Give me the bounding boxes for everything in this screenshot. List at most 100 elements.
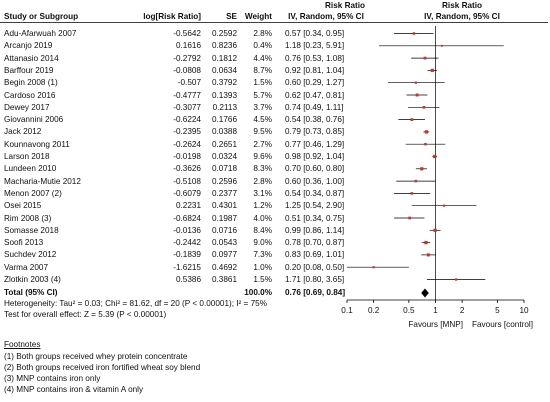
weight-col-header: Weight [244, 12, 272, 21]
study-name: Begin 2008 (1) [4, 78, 58, 88]
se-value: 0.0716 [211, 225, 237, 235]
se-col-header: SE [226, 12, 237, 21]
log-rr-value: -0.1839 [173, 250, 201, 260]
total-weight: 100.0% [244, 288, 272, 297]
total-label: Total (95% CI) [4, 288, 58, 297]
log-rr-value: -0.2395 [173, 127, 201, 137]
ci-text: 0.77 [0.46, 1.29] [285, 139, 345, 149]
point-estimate [426, 253, 430, 257]
point-estimate [372, 266, 375, 269]
se-value: 0.1393 [211, 90, 237, 100]
footnotes-title: Footnotes [4, 340, 41, 349]
se-value: 0.2592 [211, 29, 237, 38]
point-estimate [414, 179, 418, 183]
se-value: 0.1812 [211, 53, 237, 63]
study-name: Adu-Afarwuah 2007 [4, 29, 77, 38]
log-rr-value: -0.0808 [173, 65, 201, 75]
se-value: 0.4301 [211, 201, 237, 211]
point-estimate [422, 105, 426, 109]
se-value: 0.2596 [211, 176, 237, 186]
footnote-1: (1) Both groups received whey protein co… [4, 352, 188, 361]
x-tick-label: 0.5 [403, 306, 415, 315]
footnote-3: (3) MNP contains iron only [4, 374, 101, 383]
log-rr-value: -0.2792 [173, 53, 201, 63]
study-name: Lundeen 2010 [4, 164, 57, 174]
log-rr-value: -0.5642 [173, 29, 201, 38]
ci-text: 0.74 [0.49, 1.11] [285, 102, 344, 112]
study-name: Arcanjo 2019 [4, 41, 53, 51]
study-name: Rim 2008 (3) [4, 213, 52, 223]
ci-text: 0.60 [0.36, 1.00] [285, 176, 345, 186]
log-rr-value: -0.4777 [173, 90, 201, 100]
weight-value: 3.7% [253, 102, 272, 112]
footnote-4: (4) MNP contains iron & vitamin A only [4, 385, 144, 394]
log-rr-value: -0.5108 [173, 176, 201, 186]
x-tick-label: 10 [519, 306, 529, 315]
study-name: Somasse 2018 [4, 225, 59, 235]
se-value: 0.3792 [211, 78, 237, 88]
point-estimate [410, 192, 414, 195]
ci-text: 0.54 [0.38, 0.76] [285, 115, 345, 125]
weight-value: 3.1% [253, 188, 272, 198]
weight-value: 4.4% [253, 53, 272, 63]
footnote-2: (2) Both groups received iron fortified … [4, 363, 201, 372]
se-value: 0.0543 [211, 238, 237, 248]
ci-text: 0.99 [0.86, 1.14] [285, 225, 345, 235]
weight-value: 9.6% [253, 152, 272, 161]
heterogeneity-text: Heterogeneity: Tau² = 0.03; Chi² = 81.62… [4, 299, 268, 308]
ci-text: 0.76 [0.53, 1.08] [285, 53, 345, 63]
study-name: Varma 2007 [4, 262, 48, 272]
se-value: 0.0388 [211, 127, 237, 137]
x-tick-label: 5 [495, 306, 500, 315]
se-value: 0.0634 [211, 65, 237, 75]
log-rr-value: -1.6215 [173, 262, 201, 272]
study-name: Attanasio 2014 [4, 53, 59, 63]
weight-value: 2.7% [253, 139, 272, 149]
ci-text: 0.70 [0.60, 0.80] [285, 164, 345, 174]
log-rr-value: -0.6079 [173, 188, 201, 198]
point-estimate [424, 240, 428, 245]
log-rr-value: 0.2231 [175, 201, 201, 211]
log-rr-value: -0.3077 [173, 102, 201, 112]
se-value: 0.4692 [211, 262, 237, 272]
weight-value: 1.0% [253, 262, 272, 272]
study-name: Jack 2012 [4, 127, 42, 137]
log-rr-value: -0.2624 [173, 139, 201, 149]
point-estimate [414, 81, 418, 84]
ci-text: 0.57 [0.34, 0.95] [285, 29, 345, 38]
point-estimate [424, 142, 427, 146]
log-rr-value: 0.5386 [175, 275, 201, 284]
log-rr-value: -0.0136 [173, 225, 201, 235]
plot-method-header: IV, Random, 95% CI [424, 12, 500, 21]
ci-text: 0.83 [0.69, 1.01] [285, 250, 345, 260]
ci-text: 0.20 [0.08, 0.50] [285, 262, 345, 272]
favours-right-label: Favours [control] [472, 320, 533, 329]
weight-value: 8.3% [253, 164, 272, 174]
weight-value: 2.8% [253, 176, 272, 186]
se-value: 0.2113 [212, 102, 237, 112]
log-rr-value: -0.0198 [173, 152, 201, 161]
effect-col-title: Risk Ratio [325, 1, 366, 10]
point-estimate [412, 32, 416, 35]
weight-value: 1.5% [253, 78, 272, 88]
weight-value: 7.3% [253, 250, 272, 260]
x-tick-label: 0.2 [368, 306, 380, 315]
study-name: Menon 2007 (2) [4, 188, 62, 198]
study-name: Larson 2018 [4, 152, 50, 161]
log-rr-value: 0.1616 [175, 41, 201, 51]
log-rr-value: -0.6224 [173, 115, 201, 125]
ci-text: 0.78 [0.70, 0.87] [285, 238, 345, 248]
ci-text: 0.98 [0.92, 1.04] [285, 152, 345, 161]
study-name: Kounnavong 2011 [4, 139, 70, 149]
se-value: 0.1987 [211, 213, 237, 223]
point-estimate [423, 56, 427, 60]
log-rr-value: -0.2442 [173, 238, 201, 248]
study-name: Suchdev 2012 [4, 250, 57, 260]
weight-value: 4.5% [253, 115, 272, 125]
x-tick-label: 2 [460, 306, 465, 315]
ci-text: 0.62 [0.47, 0.81] [285, 90, 345, 100]
study-name: Soofi 2013 [4, 238, 44, 248]
point-estimate [430, 68, 434, 73]
ci-text: 0.54 [0.34, 0.87] [285, 188, 345, 198]
ci-text: 1.18 [0.23, 5.91] [285, 41, 345, 51]
